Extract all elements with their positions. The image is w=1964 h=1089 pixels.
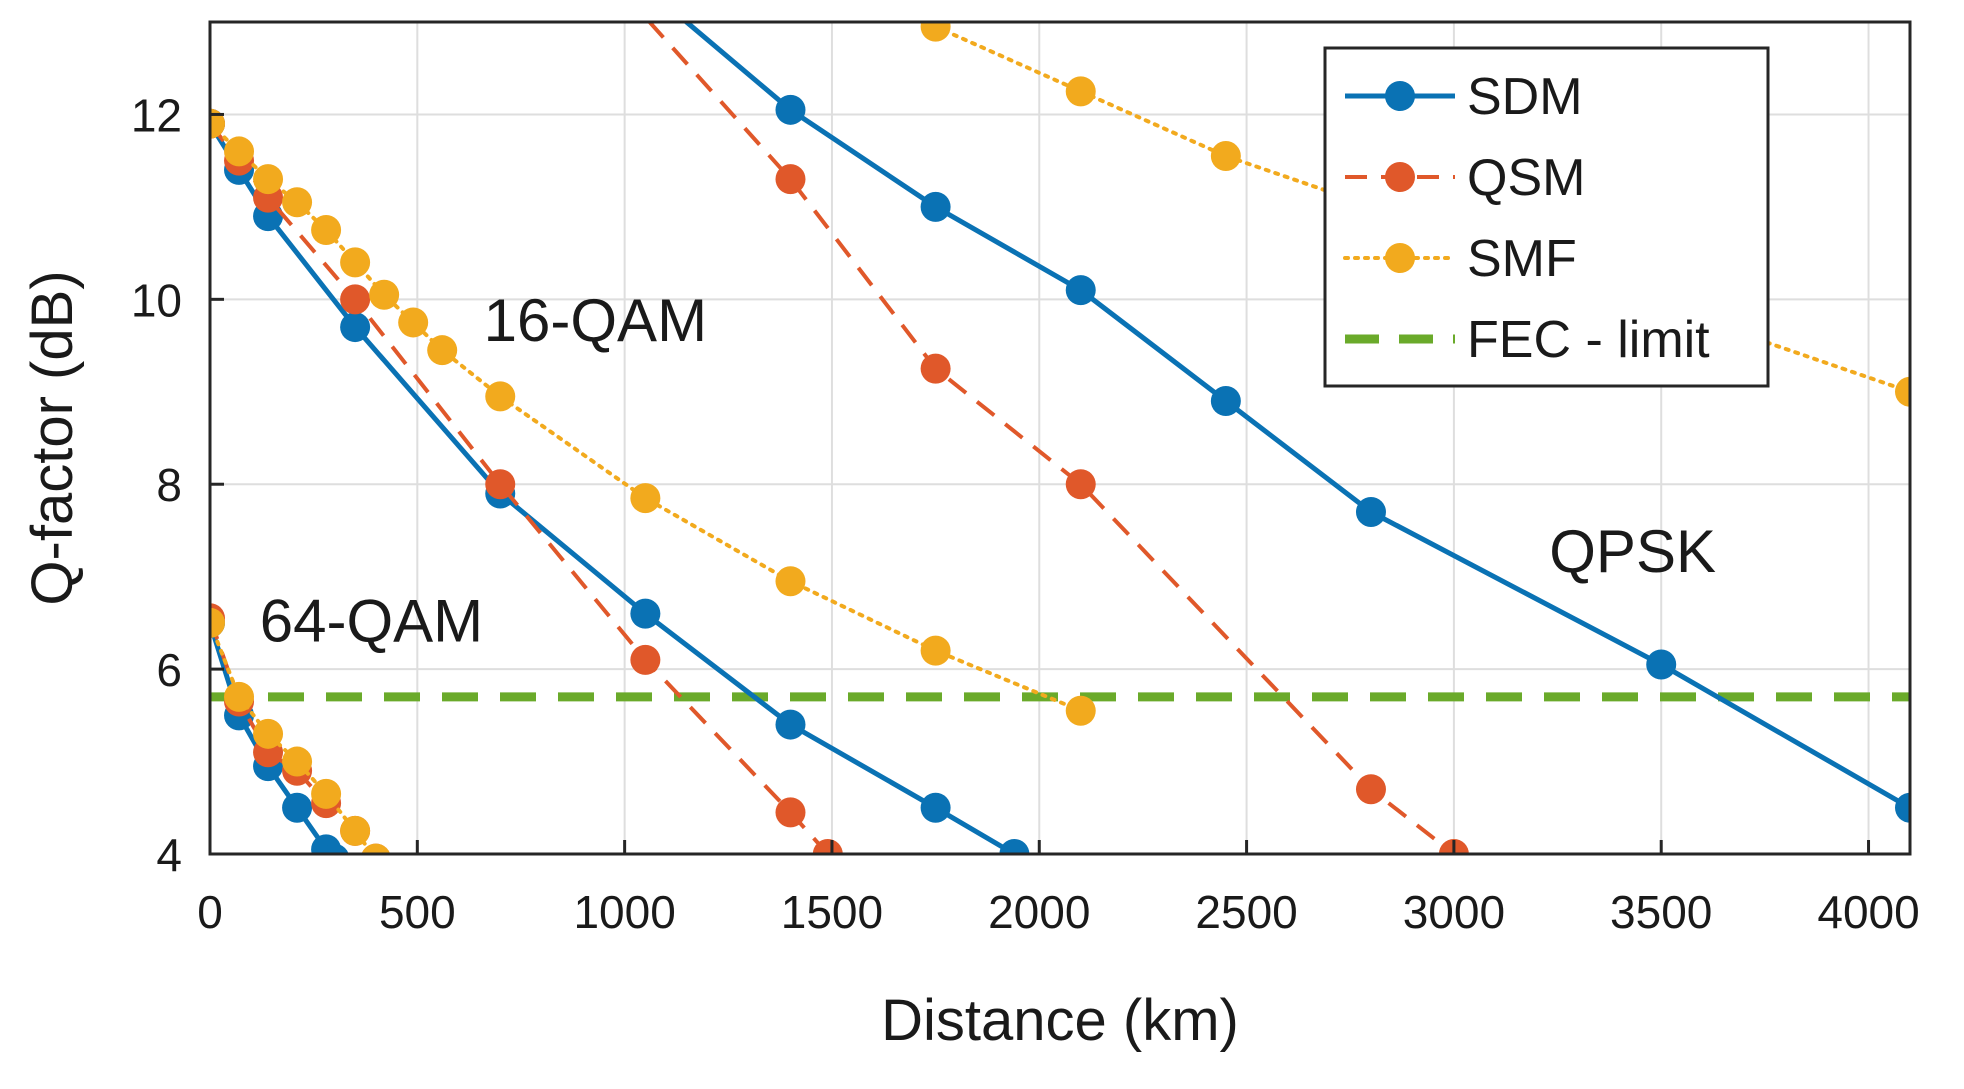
- data-point-qsm_qpsk: [1065, 469, 1096, 500]
- data-point-qsm: [485, 469, 516, 500]
- legend-swatch-marker: [1385, 243, 1415, 273]
- data-point-sdm_qpsk: [1065, 275, 1096, 306]
- data-point-sdm: [999, 839, 1030, 854]
- data-point-qsm: [340, 284, 371, 315]
- data-point-sdm_64: [282, 792, 313, 823]
- y-tick-label: 12: [131, 89, 182, 141]
- y-tick-label: 6: [156, 644, 182, 696]
- data-point-smf_64: [311, 778, 342, 809]
- legend-swatch-marker: [1385, 81, 1415, 111]
- data-point-smf: [311, 215, 342, 245]
- legend-entry-qsm: QSM: [1345, 149, 1585, 207]
- data-point-qsm_qpsk: [920, 353, 951, 384]
- y-tick-label: 10: [131, 274, 182, 326]
- data-point-smf: [282, 187, 313, 218]
- series-smf: [210, 108, 1096, 726]
- series-smf_64: [210, 607, 391, 854]
- data-point-smf: [398, 307, 429, 338]
- data-point-smf_64: [282, 746, 313, 777]
- data-point-smf: [224, 136, 255, 167]
- data-point-sdm: [340, 312, 371, 343]
- legend-label: SDM: [1467, 68, 1583, 126]
- data-point-sdm_qpsk: [920, 191, 951, 222]
- data-point-smf: [485, 381, 516, 412]
- x-axis-title: Distance (km): [881, 988, 1239, 1053]
- data-point-smf_64: [340, 815, 371, 846]
- data-point-smf: [775, 566, 806, 597]
- series-line-smf: [210, 121, 1083, 713]
- y-tick-label: 8: [156, 459, 182, 511]
- series-line-qsm_qpsk: [646, 22, 1456, 854]
- x-tick-label: 3000: [1403, 886, 1505, 938]
- data-point-smf: [920, 635, 951, 666]
- data-point-sdm_64: [320, 843, 349, 854]
- series-group: [210, 22, 1910, 854]
- annotation-label: 16-QAM: [484, 287, 707, 354]
- data-point-smf: [253, 164, 284, 195]
- tick-labels: 0 500 1000 1500 2000 2500 3000 3500 4000 4 6 8 10 12: [131, 89, 1920, 938]
- x-tick-label: 1500: [781, 886, 883, 938]
- legend-label: QSM: [1467, 149, 1585, 207]
- data-point-sdm_qpsk: [1895, 792, 1910, 823]
- legend-entry-sdm: SDM: [1345, 68, 1583, 126]
- data-point-qsm: [630, 644, 661, 675]
- data-point-sdm: [920, 792, 951, 823]
- data-point-smf: [340, 247, 371, 278]
- x-tick-label: 2000: [988, 886, 1090, 938]
- y-tick-label: 4: [156, 829, 182, 881]
- data-point-smf: [427, 335, 458, 366]
- series-line-sdm_qpsk: [682, 22, 1910, 810]
- data-point-sdm_qpsk: [1646, 649, 1677, 680]
- x-tick-label: 1000: [573, 886, 675, 938]
- data-point-sdm_qpsk: [775, 94, 806, 125]
- data-point-qsm_qpsk: [775, 164, 806, 195]
- legend-entry-fec-limit: FEC - limit: [1345, 311, 1710, 369]
- data-point-qsm_qpsk: [1355, 774, 1386, 805]
- legend-entry-smf: SMF: [1343, 230, 1577, 288]
- series-sdm_qpsk: [682, 22, 1910, 823]
- data-point-smf: [369, 279, 400, 310]
- legend-swatch-marker: [1385, 162, 1415, 192]
- data-point-sdm: [775, 709, 806, 740]
- data-point-smf_qpsk: [1065, 76, 1096, 107]
- annotations: 16-QAM 64-QAM QPSK: [260, 287, 1716, 654]
- x-tick-label: 3500: [1610, 886, 1712, 938]
- x-tick-label: 4000: [1817, 886, 1919, 938]
- data-point-smf: [630, 483, 661, 514]
- data-point-smf: [1065, 695, 1096, 726]
- data-point-smf_64: [361, 843, 391, 854]
- data-point-smf_64: [224, 681, 255, 712]
- legend-label: FEC - limit: [1467, 311, 1710, 369]
- annotation-label: 64-QAM: [260, 587, 483, 654]
- data-point-smf_qpsk: [920, 22, 951, 42]
- data-point-sdm: [630, 598, 661, 629]
- data-point-sdm_qpsk: [1355, 496, 1386, 527]
- series-qsm: [210, 108, 843, 854]
- annotation-label: QPSK: [1549, 518, 1716, 585]
- legend: SDM QSM SMF FEC - limit: [1323, 46, 1770, 388]
- data-point-sdm_qpsk: [1210, 386, 1241, 417]
- x-tick-label: 0: [197, 886, 223, 938]
- data-point-smf: [210, 108, 225, 139]
- data-point-qsm: [775, 797, 806, 828]
- data-point-smf_qpsk: [1210, 141, 1241, 172]
- data-point-smf_64: [210, 607, 225, 638]
- y-axis-title: Q-factor (dB): [20, 270, 85, 605]
- series-qsm_qpsk: [646, 22, 1469, 854]
- x-tick-label: 2500: [1195, 886, 1297, 938]
- data-point-smf_qpsk: [1895, 376, 1910, 407]
- legend-label: SMF: [1467, 230, 1577, 288]
- data-point-smf_64: [253, 718, 284, 749]
- plot-frame: [208, 20, 1912, 856]
- x-tick-label: 500: [379, 886, 456, 938]
- data-point-qsm: [812, 839, 843, 854]
